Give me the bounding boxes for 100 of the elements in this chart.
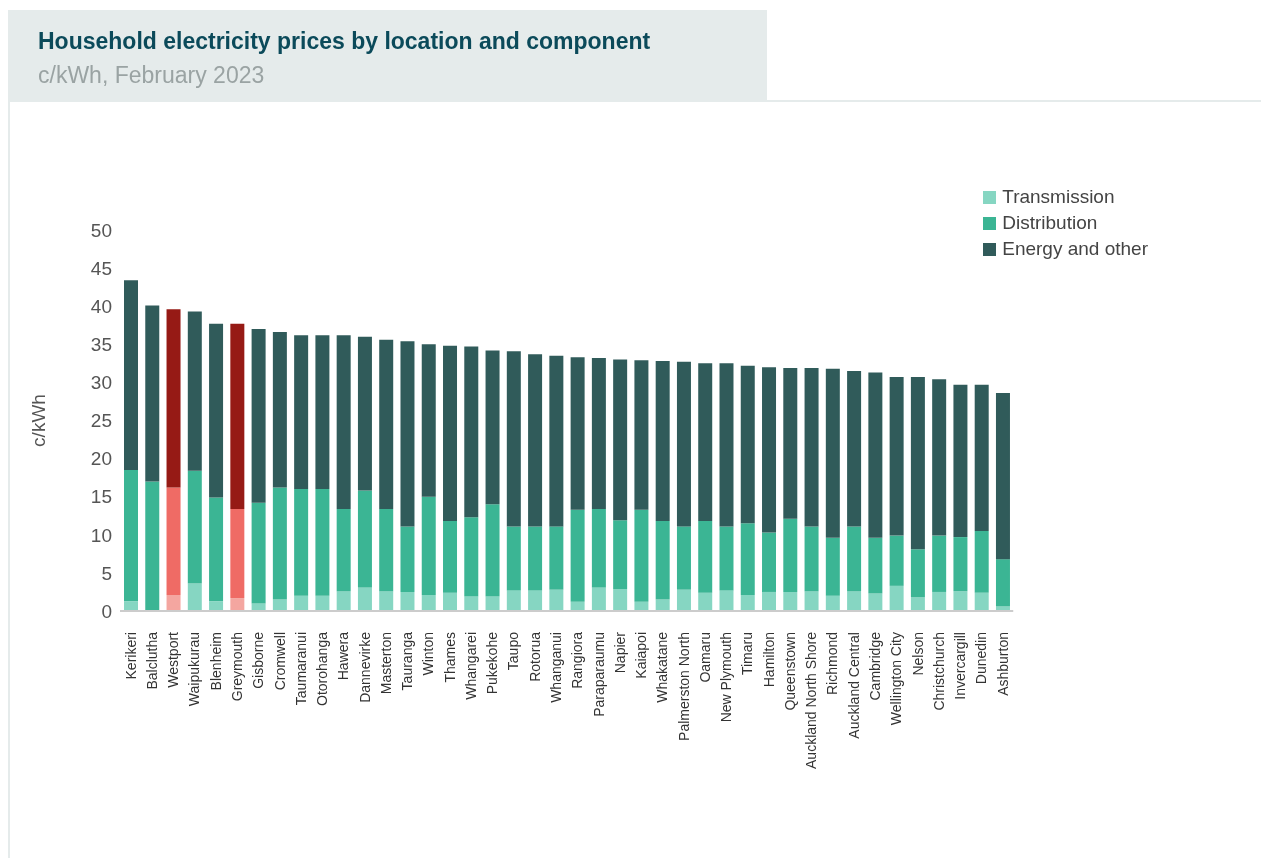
bar	[528, 590, 543, 611]
bar	[166, 309, 181, 488]
bar	[166, 487, 181, 595]
bar	[613, 588, 628, 611]
y-tick-label: 0	[101, 600, 112, 622]
bar	[294, 335, 309, 490]
bar	[209, 497, 224, 602]
bar	[868, 372, 883, 538]
bar	[676, 361, 691, 527]
bar	[740, 595, 755, 611]
bar	[124, 280, 138, 471]
x-tick-label: Tauranga	[399, 631, 416, 691]
legend-label: Transmission	[1002, 186, 1115, 207]
bar	[485, 596, 500, 611]
bar	[485, 350, 500, 505]
bar	[357, 336, 372, 491]
bar	[124, 601, 138, 611]
x-tick-label: Oamaru	[696, 632, 713, 683]
bar	[145, 481, 160, 611]
bar	[336, 591, 351, 611]
x-tick-label: Auckland Central	[845, 632, 862, 739]
bar	[230, 323, 245, 509]
bar	[421, 344, 436, 497]
x-tick-label: Cromwell	[271, 632, 288, 691]
bar	[613, 520, 628, 589]
x-tick-label: Greymouth	[228, 632, 245, 702]
bar	[379, 591, 394, 611]
bar	[421, 496, 436, 595]
x-tick-label: Nelson	[909, 632, 926, 676]
bar	[719, 526, 734, 591]
x-tick-label: Rotorua	[526, 631, 543, 682]
bar	[230, 598, 245, 611]
x-tick-label: Gisborne	[250, 631, 267, 689]
bar	[187, 583, 202, 611]
bar	[783, 591, 798, 611]
bar	[294, 595, 309, 611]
bar	[974, 530, 989, 593]
x-tick-label: Westport	[165, 631, 182, 688]
y-tick-label: 25	[90, 410, 112, 432]
bar	[528, 354, 543, 527]
bar	[889, 535, 904, 586]
bar	[230, 508, 245, 599]
bar	[762, 532, 777, 592]
bar	[549, 589, 564, 611]
bar	[549, 355, 564, 527]
bar	[464, 596, 479, 611]
y-axis-title: c/kWh	[27, 394, 49, 447]
bar	[443, 521, 458, 593]
x-tick-label: Invercargill	[952, 632, 969, 700]
bar	[591, 587, 606, 611]
bar	[251, 329, 266, 503]
x-tick-label: Napier	[611, 631, 628, 674]
x-tick-label: Dunedin	[973, 632, 990, 685]
x-tick-label: Rangiora	[569, 631, 586, 689]
bar	[655, 361, 670, 522]
x-tick-label: Pukekohe	[484, 631, 501, 695]
y-tick-label: 40	[90, 295, 112, 317]
bar	[868, 593, 883, 611]
x-tick-label: Christchurch	[930, 632, 947, 711]
y-tick-label: 5	[101, 562, 112, 584]
bar	[591, 508, 606, 588]
bar	[400, 341, 415, 527]
y-tick-label: 30	[90, 372, 112, 394]
y-tick-label: 50	[90, 219, 112, 241]
y-tick-label: 10	[90, 524, 112, 546]
bar	[315, 595, 330, 611]
bar	[804, 367, 819, 527]
y-tick-label: 15	[90, 486, 112, 508]
bar	[209, 601, 224, 611]
x-tick-label: Ashburton	[994, 632, 1011, 696]
bar	[464, 517, 479, 597]
y-tick-label: 20	[90, 448, 112, 470]
chart-subtitle: c/kWh, February 2023	[38, 62, 265, 89]
bar	[272, 332, 287, 488]
bar	[357, 490, 372, 588]
bar	[995, 559, 1010, 607]
x-tick-label: Blenheim	[207, 632, 224, 691]
bar	[974, 592, 989, 611]
bar	[953, 384, 968, 538]
x-tick-label: Kerikeri	[122, 632, 139, 680]
bar	[953, 591, 968, 611]
bar	[379, 508, 394, 592]
bar	[315, 489, 330, 596]
bar	[932, 379, 947, 536]
bar	[910, 549, 925, 598]
bar	[698, 521, 713, 593]
bar	[698, 592, 713, 611]
bar	[676, 526, 691, 590]
bar	[698, 363, 713, 522]
bar	[910, 377, 925, 550]
chart-title: Household electricity prices by location and component	[38, 28, 651, 55]
y-tick-label: 45	[90, 257, 112, 279]
bar	[421, 595, 436, 611]
bar	[825, 595, 840, 611]
legend-label: Energy and other	[1002, 238, 1148, 259]
bar	[528, 526, 543, 591]
bar	[613, 359, 628, 521]
bar	[889, 585, 904, 611]
bar	[634, 509, 649, 602]
bar	[910, 597, 925, 611]
